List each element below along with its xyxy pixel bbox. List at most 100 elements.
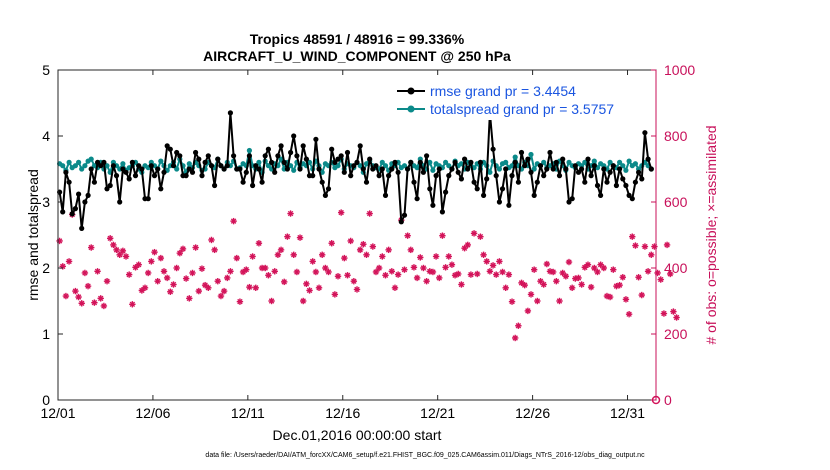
rmse-point xyxy=(430,202,436,208)
obs-marker-stroke xyxy=(88,244,94,251)
obs-marker-stroke xyxy=(620,274,626,280)
rmse-point xyxy=(329,146,335,152)
totalspread-point xyxy=(379,159,385,165)
obs-marker xyxy=(268,297,275,305)
obs-marker xyxy=(464,241,471,249)
totalspread-point xyxy=(512,154,518,160)
rmse-point xyxy=(174,149,180,156)
obs-marker-stroke xyxy=(300,298,306,304)
obs-marker xyxy=(315,284,323,291)
rmse-point xyxy=(436,166,442,172)
right-tick-label: 600 xyxy=(664,194,688,210)
obs-marker-stroke xyxy=(629,233,636,240)
obs-marker-stroke xyxy=(303,281,310,287)
obs-marker xyxy=(648,251,655,258)
obs-marker-stroke xyxy=(449,261,455,268)
obs-marker-stroke xyxy=(208,237,215,243)
totalspread-point xyxy=(446,163,452,169)
rmse-point xyxy=(534,179,540,185)
obs-marker xyxy=(448,261,456,268)
obs-marker xyxy=(394,271,402,278)
obs-marker-stroke xyxy=(487,268,493,275)
obs-marker xyxy=(84,282,92,290)
right-tick-label: 0 xyxy=(664,392,672,408)
rmse-point xyxy=(357,143,363,149)
obs-marker xyxy=(179,245,187,253)
totalspread-point xyxy=(632,161,639,167)
obs-marker xyxy=(141,284,149,291)
right-tick-label: 200 xyxy=(664,326,688,342)
obs-marker-stroke xyxy=(306,287,313,294)
totalspread-point xyxy=(186,161,192,167)
obs-marker xyxy=(442,264,449,271)
obs-marker-stroke xyxy=(550,269,556,275)
obs-marker xyxy=(565,258,573,266)
obs-marker xyxy=(575,274,582,282)
obs-marker-stroke xyxy=(566,259,572,265)
obs-marker xyxy=(651,243,658,250)
rmse-point xyxy=(462,156,468,162)
obs-marker xyxy=(505,271,513,278)
totalspread-point xyxy=(246,147,252,154)
obs-marker xyxy=(508,298,516,305)
obs-marker xyxy=(625,311,633,318)
totalspread-point xyxy=(79,166,85,172)
obs-marker-stroke xyxy=(499,269,506,275)
obs-marker-stroke xyxy=(78,300,85,307)
rmse-point xyxy=(550,166,556,172)
obs-marker xyxy=(660,310,668,317)
rmse-point xyxy=(98,163,104,169)
totalspread-point xyxy=(566,159,572,165)
obs-marker-stroke xyxy=(591,265,598,271)
rmse-point xyxy=(303,156,309,162)
data-file-footnote: data file: /Users/raeder/DAI/ATM_forcXX/… xyxy=(205,452,645,459)
rmse-point xyxy=(253,163,259,169)
totalspread-point xyxy=(256,159,262,165)
obs-marker xyxy=(385,246,392,254)
obs-marker xyxy=(129,301,136,308)
obs-marker-stroke xyxy=(322,265,329,271)
obs-marker xyxy=(75,293,82,301)
obs-marker xyxy=(56,237,63,245)
obs-marker-stroke xyxy=(442,264,449,271)
obs-marker xyxy=(562,273,570,280)
obs-marker-stroke xyxy=(411,264,417,271)
totalspread-point xyxy=(487,169,493,175)
obs-marker xyxy=(277,246,285,254)
obs-marker-stroke xyxy=(75,294,82,300)
obs-marker xyxy=(135,261,142,268)
rmse-point xyxy=(243,169,249,175)
rmse-point xyxy=(123,169,129,175)
rmse-point xyxy=(250,182,256,189)
legend-box xyxy=(392,82,650,120)
obs-marker xyxy=(667,270,674,278)
obs-marker-stroke xyxy=(278,247,284,253)
obs-marker-stroke xyxy=(506,271,512,278)
obs-marker xyxy=(88,244,95,251)
obs-marker xyxy=(553,278,560,285)
totalspread-point xyxy=(541,159,547,165)
rmse-point xyxy=(636,169,642,175)
obs-marker xyxy=(527,291,535,298)
obs-marker xyxy=(496,258,503,265)
obs-marker-stroke xyxy=(192,244,199,251)
x-tick-label: 12/11 xyxy=(231,405,265,421)
totalspread-point xyxy=(72,163,78,169)
obs-marker-stroke xyxy=(673,314,680,321)
legend-spread-marker xyxy=(407,105,415,113)
obs-marker-stroke xyxy=(433,253,439,260)
obs-marker xyxy=(195,287,202,295)
obs-marker-stroke xyxy=(341,255,348,261)
obs-marker-stroke xyxy=(246,284,253,290)
obs-marker xyxy=(515,322,522,329)
obs-marker xyxy=(391,284,399,291)
rmse-point xyxy=(117,199,123,205)
obs-marker-stroke xyxy=(113,247,120,253)
rmse-point xyxy=(129,159,135,165)
obs-marker-stroke xyxy=(439,232,446,239)
obs-marker xyxy=(81,269,89,277)
obs-marker xyxy=(78,300,85,307)
rmse-point xyxy=(382,192,389,198)
rmse-point xyxy=(262,153,268,159)
